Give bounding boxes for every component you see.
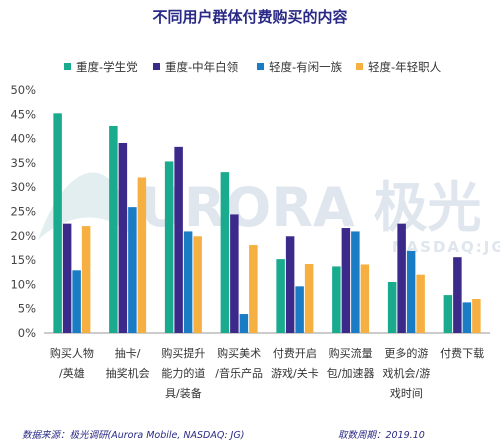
y-tick-label: 45% [10,107,36,121]
watermark-main: URORA 极光 [140,176,482,239]
legend-label-1: 重度-中年白领 [165,60,239,74]
y-tick-label: 10% [10,277,36,291]
legend-swatch-2 [257,63,264,70]
category-label: 能力的道 [161,366,205,380]
bar-1-3 [137,177,147,333]
bar-0-3 [81,226,91,333]
bar-3-0 [220,172,230,333]
bar-2-1 [174,146,183,333]
bar-4-1 [285,236,295,333]
bar-6-2 [406,250,416,333]
bar-3-1 [230,214,239,333]
category-label: 游戏/关卡 [271,366,319,380]
y-tick-label: 35% [10,156,36,170]
category-label: /音乐产品 [215,366,263,380]
category-label: /英雄 [59,366,85,380]
y-tick-label: 15% [10,253,36,267]
bar-1-2 [128,207,137,333]
bar-2-0 [164,161,174,333]
y-tick-label: 50% [10,83,36,97]
bars [53,113,481,334]
y-axis: 0% 5% 10% 15% 20% 25% 30% 35% 40% 45% 50% [10,83,490,340]
bar-5-2 [351,231,360,333]
category-label: 购买提升 [161,346,205,360]
watermark-sub: NASDAQ:JG [392,238,500,256]
bar-2-3 [193,236,202,333]
y-tick-label: 20% [10,229,36,243]
bar-7-1 [453,257,462,333]
category-label: 更多的游 [384,346,428,360]
legend-swatch-3 [356,63,363,70]
bar-3-3 [249,245,258,333]
legend: 重度-学生党 重度-中年白领 轻度-有闲一族 轻度-年轻职人 [64,60,442,74]
footer-source: 数据来源：极光调研(Aurora Mobile, NASDAQ: JG) [22,430,244,441]
legend-label-3: 轻度-年轻职人 [368,60,442,74]
bar-5-3 [360,264,370,333]
watermark: URORA 极光 NASDAQ:JG [38,172,500,256]
legend-swatch-1 [153,63,160,70]
bar-1-1 [118,142,128,333]
y-tick-label: 30% [10,180,36,194]
bar-6-1 [397,223,406,333]
bar-2-2 [183,231,193,333]
category-label: 付费开启 [273,347,317,360]
category-label: 戏机会/游 [383,366,431,380]
bar-3-2 [239,314,249,333]
bar-4-3 [304,263,314,333]
bar-5-1 [341,228,351,333]
y-tick-label: 25% [10,205,36,219]
category-label: 戏时间 [390,387,423,400]
category-label: 抽卡/ [115,346,141,360]
bar-0-0 [53,113,62,333]
bar-5-0 [332,266,341,333]
bar-6-3 [416,274,425,333]
bar-1-0 [109,125,118,334]
chart-title: 不同用户群体付费购买的内容 [152,8,347,26]
legend-label-0: 重度-学生党 [76,60,138,74]
bar-4-2 [295,286,304,333]
category-label: 购买美术 [217,346,261,360]
bar-7-3 [472,298,481,333]
category-label: 购买流量 [329,346,373,360]
y-tick-label: 0% [18,326,36,340]
bar-7-0 [443,295,453,333]
bar-0-1 [62,223,72,333]
footer-period: 取数周期：2019.10 [338,430,425,441]
y-tick-label: 40% [10,132,36,146]
legend-swatch-0 [64,63,71,70]
bar-4-0 [276,259,285,333]
bar-6-0 [387,281,397,333]
category-label: 包/加速器 [327,367,375,380]
category-label: 具/装备 [165,386,202,400]
legend-label-2: 轻度-有闲一族 [269,60,343,74]
bar-0-2 [72,270,81,333]
category-label: 购买人物 [50,346,94,360]
category-label: 付费下载 [440,347,484,360]
bar-7-2 [462,302,472,333]
y-tick-label: 5% [18,302,36,316]
category-label: 抽奖机会 [106,366,150,380]
